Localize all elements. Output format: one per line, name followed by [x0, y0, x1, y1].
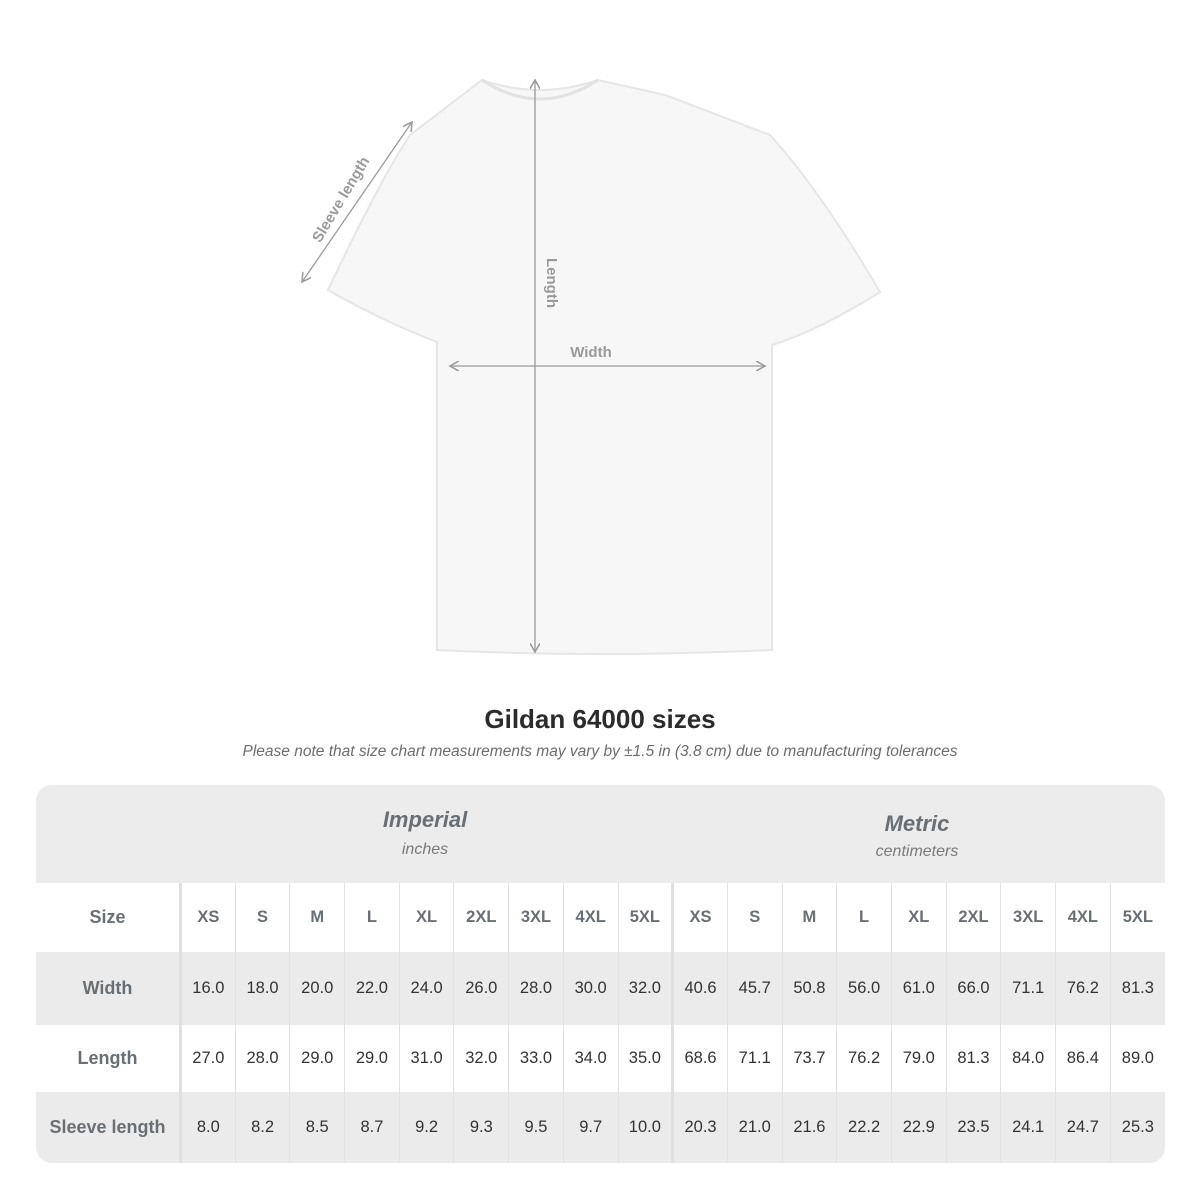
metric-cell: 61.0: [890, 952, 947, 1025]
tolerance-note: Please note that size chart measurements…: [242, 743, 958, 760]
imperial-unit: inches: [401, 841, 449, 858]
imperial-size-4xl: 4XL: [562, 883, 618, 952]
table-row: Width 16.0 18.0 20.0 22.0 24.0 26.0 28.0 30.0 32.…: [36, 952, 1165, 1025]
imperial-size-l: L: [344, 883, 400, 952]
imperial-size-m: M: [289, 883, 345, 952]
metric-unit: centimeters: [875, 843, 959, 860]
metric-title: Metric: [884, 811, 950, 836]
metric-cell: 56.0: [836, 952, 892, 1025]
imperial-size-xs: XS: [180, 883, 236, 952]
metric-size-3xl: 3XL: [1000, 883, 1056, 952]
row-label: Width: [36, 952, 182, 1025]
metric-size-xs: XS: [671, 883, 728, 952]
size-label: Size: [36, 883, 182, 952]
imperial-cell: 24.0: [398, 952, 454, 1025]
metric-cell: 24.1: [1000, 1092, 1056, 1163]
metric-cell: 71.1: [1000, 952, 1056, 1025]
imperial-cell: 8.0: [180, 1092, 236, 1163]
imperial-cell: 26.0: [453, 952, 509, 1025]
metric-header: Metric centimeters: [671, 785, 1163, 883]
size-header-row: Size XS S M L XL 2XL 3XL 4XL 5XL XS S M L XL 2XL 3XL 4XL 5…: [36, 883, 1165, 952]
metric-cell: 81.3: [945, 1025, 1001, 1092]
metric-cell: 71.1: [726, 1025, 783, 1092]
imperial-cell: 31.0: [398, 1025, 454, 1092]
imperial-cell: 9.2: [398, 1092, 454, 1163]
metric-cell: 24.7: [1055, 1092, 1111, 1163]
imperial-cell: 30.0: [562, 952, 618, 1025]
sleeve-length-line: [302, 122, 412, 282]
metric-cell: 66.0: [945, 952, 1001, 1025]
metric-cell: 81.3: [1109, 952, 1165, 1025]
imperial-cell: 22.0: [344, 952, 400, 1025]
metric-cell: 73.7: [781, 1025, 837, 1092]
imperial-cell: 29.0: [344, 1025, 400, 1092]
table-row: Length 27.0 28.0 29.0 29.0 31.0 32.0 33.0 34.0 35…: [36, 1025, 1165, 1092]
metric-cell: 40.6: [671, 952, 728, 1025]
imperial-cell: 28.0: [234, 1025, 290, 1092]
metric-cell: 25.3: [1109, 1092, 1165, 1163]
imperial-cell: 8.2: [234, 1092, 290, 1163]
imperial-cell: 28.0: [508, 952, 564, 1025]
imperial-size-3xl: 3XL: [508, 883, 564, 952]
metric-cell: 21.0: [726, 1092, 783, 1163]
imperial-cell: 34.0: [562, 1025, 618, 1092]
chart-title: Gildan 64000 sizes: [484, 704, 716, 734]
imperial-cell: 9.7: [562, 1092, 618, 1163]
table-row: Sleeve length 8.0 8.2 8.5 8.7 9.2 9.3 9.5 9.7 10.…: [36, 1092, 1165, 1163]
tshirt-diagram: Sleeve length Length Width: [0, 0, 882, 655]
width-label: Width: [570, 344, 612, 361]
size-table: Imperial inches Metric centimeters Size X…: [36, 785, 1165, 1163]
imperial-cell: 8.5: [289, 1092, 345, 1163]
metric-cell: 21.6: [781, 1092, 837, 1163]
metric-cell: 86.4: [1055, 1025, 1111, 1092]
imperial-cell: 29.0: [289, 1025, 345, 1092]
metric-size-l: L: [836, 883, 892, 952]
metric-cell: 76.2: [1055, 952, 1111, 1025]
metric-size-s: S: [726, 883, 783, 952]
imperial-cell: 9.3: [453, 1092, 509, 1163]
metric-cell: 50.8: [781, 952, 837, 1025]
metric-cell: 76.2: [836, 1025, 892, 1092]
metric-size-5xl: 5XL: [1109, 883, 1165, 952]
imperial-cell: 35.0: [617, 1025, 673, 1092]
imperial-cell: 32.0: [453, 1025, 509, 1092]
imperial-cell: 20.0: [289, 952, 345, 1025]
metric-size-xl: XL: [890, 883, 947, 952]
metric-size-4xl: 4XL: [1055, 883, 1111, 952]
imperial-cell: 27.0: [180, 1025, 236, 1092]
metric-cell: 45.7: [726, 952, 783, 1025]
imperial-size-xl: XL: [398, 883, 454, 952]
metric-cell: 20.3: [671, 1092, 728, 1163]
imperial-cell: 18.0: [234, 952, 290, 1025]
length-label: Length: [543, 258, 560, 308]
metric-cell: 84.0: [1000, 1025, 1056, 1092]
metric-cell: 89.0: [1109, 1025, 1165, 1092]
metric-cell: 22.2: [836, 1092, 892, 1163]
imperial-header: Imperial inches: [179, 785, 671, 883]
imperial-cell: 8.7: [344, 1092, 400, 1163]
metric-cell: 68.6: [671, 1025, 728, 1092]
imperial-size-s: S: [234, 883, 290, 952]
imperial-size-2xl: 2XL: [453, 883, 509, 952]
row-label: Sleeve length: [36, 1092, 182, 1163]
imperial-title: Imperial: [382, 807, 468, 832]
metric-size-2xl: 2XL: [945, 883, 1001, 952]
imperial-size-5xl: 5XL: [617, 883, 673, 952]
imperial-cell: 32.0: [617, 952, 673, 1025]
measurements-table: Size XS S M L XL 2XL 3XL 4XL 5XL XS S M L XL 2XL 3XL 4XL 5…: [36, 883, 1165, 1163]
metric-cell: 22.9: [890, 1092, 947, 1163]
imperial-cell: 16.0: [180, 952, 236, 1025]
metric-cell: 23.5: [945, 1092, 1001, 1163]
row-label: Length: [36, 1025, 182, 1092]
imperial-cell: 9.5: [508, 1092, 564, 1163]
metric-cell: 79.0: [890, 1025, 947, 1092]
imperial-cell: 10.0: [617, 1092, 673, 1163]
imperial-cell: 33.0: [508, 1025, 564, 1092]
tshirt-shape: [326, 78, 882, 655]
metric-size-m: M: [781, 883, 837, 952]
